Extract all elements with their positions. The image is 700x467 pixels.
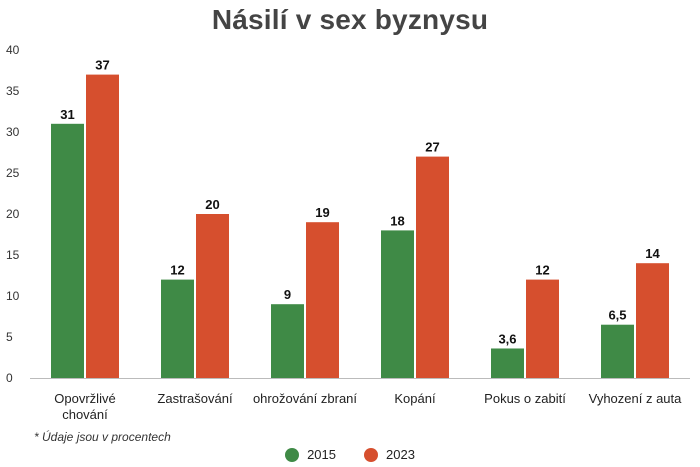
legend-item-2023: 2023 [364,447,415,462]
chart-title: Násilí v sex byznysu [211,4,489,35]
x-tick-label: Opovržlivé [54,391,115,406]
footnote: * Údaje jsou v procentech [34,430,171,444]
x-tick-label: Kopání [394,391,436,406]
data-label: 6,5 [608,308,626,323]
y-tick-label: 20 [6,207,20,221]
y-tick-label: 30 [6,125,20,139]
legend-item-2015: 2015 [285,447,336,462]
legend-label-2023: 2023 [386,447,415,462]
bar-2023-3 [416,156,449,378]
bar-2023-5 [636,263,669,378]
x-tick-label: Zastrašování [157,391,233,406]
legend-swatch-2015 [285,447,300,462]
legend-label-2015: 2015 [307,447,336,462]
bar-2023-1 [196,214,229,378]
legend: 2015 2023 [0,447,700,462]
bar-2015-3 [381,230,414,378]
y-tick-label: 10 [6,289,20,303]
bar-2023-4 [526,279,559,378]
bar-2023-0 [86,74,119,378]
y-tick-label: 35 [6,84,20,98]
data-label: 27 [425,140,439,155]
data-label: 12 [535,263,549,278]
data-label: 19 [315,205,329,220]
x-tick-label: Pokus o zabití [484,391,566,406]
bar-2015-1 [161,279,194,378]
y-tick-label: 25 [6,166,20,180]
x-tick-label: Vyhození z auta [589,391,683,406]
x-tick-label: ohrožování zbraní [253,391,357,406]
data-label: 37 [95,58,109,73]
data-label: 3,6 [498,331,516,346]
bar-2015-4 [491,348,524,378]
data-label: 12 [170,263,184,278]
data-label: 18 [390,213,404,228]
legend-swatch-2023 [364,447,378,462]
data-label: 9 [284,287,291,302]
y-tick-label: 5 [6,330,13,344]
x-tick-label: chování [62,407,108,422]
bar-2015-2 [271,304,304,378]
bar-2015-0 [51,123,84,378]
data-label: 20 [205,197,219,212]
y-tick-label: 0 [6,371,13,385]
bar-2023-2 [306,222,339,378]
bar-2015-5 [601,324,634,378]
data-label: 14 [645,246,660,261]
data-label: 31 [60,107,74,122]
y-tick-label: 15 [6,248,20,262]
y-tick-label: 40 [6,43,20,57]
